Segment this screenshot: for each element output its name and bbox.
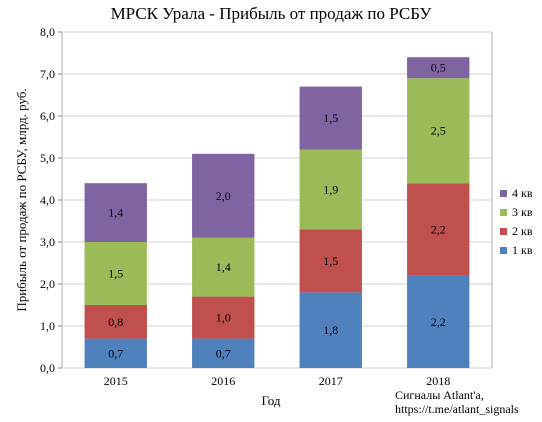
legend-swatch [500,209,507,216]
data-label: 1,4 [108,206,123,220]
legend-label: 1 кв [512,243,533,257]
y-tick-label: 1,0 [40,319,55,333]
y-tick-label: 8,0 [40,25,55,39]
legend-label: 2 кв [512,224,533,238]
data-label: 2,2 [431,315,446,329]
data-label: 0,8 [108,315,123,329]
legend-swatch [500,247,507,254]
data-label: 0,7 [108,346,123,360]
bar-segment [84,305,147,339]
data-label: 1,5 [108,267,123,281]
y-tick-label: 4,0 [40,193,55,207]
bar-segment [192,237,255,297]
data-label: 1,9 [323,183,338,197]
x-tick-label: 2016 [211,374,235,388]
bar-segment [84,183,147,242]
y-tick-label: 0,0 [40,361,55,375]
chart-title: МРСК Урала - Прибыль от продаж по РСБУ [110,4,432,23]
legend-swatch [500,228,507,235]
credit-text: Сигналы Atlant'a, https://t.me/atlant_si… [395,388,519,416]
data-label: 2,5 [431,124,446,138]
data-label: 2,0 [216,189,231,203]
x-tick-label: 2018 [426,374,450,388]
data-label: 0,7 [216,346,231,360]
y-tick-label: 5,0 [40,151,55,165]
data-label: 1,0 [216,311,231,325]
legend-swatch [500,190,507,197]
bar-segment [299,149,362,230]
x-tick-label: 2017 [319,374,343,388]
bar-segment [192,296,255,339]
bar-segment [407,275,470,368]
data-label: 1,5 [323,254,338,268]
y-tick-label: 6,0 [40,109,55,123]
y-tick-label: 7,0 [40,67,55,81]
x-tick-label: 2015 [104,374,128,388]
bar-segment [192,338,255,368]
data-label: 0,5 [431,61,446,75]
bar-segment [407,57,470,79]
bar-segment [84,338,147,368]
bar-segment [299,86,362,150]
y-tick-label: 2,0 [40,277,55,291]
bar-segment [192,153,255,238]
credit-line-1: Сигналы Atlant'a, [395,388,484,402]
bar-segment [299,292,362,368]
data-label: 1,4 [216,260,231,274]
y-tick-label: 3,0 [40,235,55,249]
bar-segment [84,242,147,305]
bar-segment [407,183,470,276]
x-axis-title: Год [261,393,281,408]
credit-line-2: https://t.me/atlant_signals [395,402,519,416]
data-label: 2,2 [431,222,446,236]
bar-segment [407,78,470,184]
legend-label: 4 кв [512,186,533,200]
bar-segment [299,229,362,293]
data-label: 1,8 [323,323,338,337]
legend-label: 3 кв [512,205,533,219]
data-label: 1,5 [323,111,338,125]
